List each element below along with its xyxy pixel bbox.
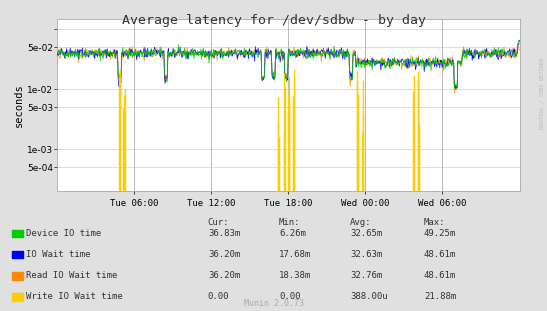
Text: Average latency for /dev/sdbw - by day: Average latency for /dev/sdbw - by day bbox=[121, 14, 426, 27]
Text: 36.20m: 36.20m bbox=[208, 250, 240, 259]
Text: RRDTOOL / TOBI OETIKER: RRDTOOL / TOBI OETIKER bbox=[539, 58, 544, 129]
Text: 32.63m: 32.63m bbox=[350, 250, 382, 259]
Text: 32.65m: 32.65m bbox=[350, 229, 382, 238]
Text: 36.83m: 36.83m bbox=[208, 229, 240, 238]
Text: 21.88m: 21.88m bbox=[424, 292, 456, 301]
Text: 17.68m: 17.68m bbox=[279, 250, 311, 259]
Text: 32.76m: 32.76m bbox=[350, 271, 382, 280]
Text: 6.26m: 6.26m bbox=[279, 229, 306, 238]
Text: Cur:: Cur: bbox=[208, 218, 229, 227]
Text: 48.61m: 48.61m bbox=[424, 250, 456, 259]
Text: Write IO Wait time: Write IO Wait time bbox=[26, 292, 123, 301]
Text: Device IO time: Device IO time bbox=[26, 229, 102, 238]
Text: 48.61m: 48.61m bbox=[424, 271, 456, 280]
Y-axis label: seconds: seconds bbox=[14, 83, 25, 127]
Text: Munin 2.0.73: Munin 2.0.73 bbox=[243, 299, 304, 308]
Text: Read IO Wait time: Read IO Wait time bbox=[26, 271, 118, 280]
Text: 388.00u: 388.00u bbox=[350, 292, 388, 301]
Text: 36.20m: 36.20m bbox=[208, 271, 240, 280]
Text: Min:: Min: bbox=[279, 218, 300, 227]
Text: IO Wait time: IO Wait time bbox=[26, 250, 91, 259]
Text: 0.00: 0.00 bbox=[208, 292, 229, 301]
Text: Max:: Max: bbox=[424, 218, 445, 227]
Text: 0.00: 0.00 bbox=[279, 292, 300, 301]
Text: 18.38m: 18.38m bbox=[279, 271, 311, 280]
Text: 49.25m: 49.25m bbox=[424, 229, 456, 238]
Text: Avg:: Avg: bbox=[350, 218, 371, 227]
